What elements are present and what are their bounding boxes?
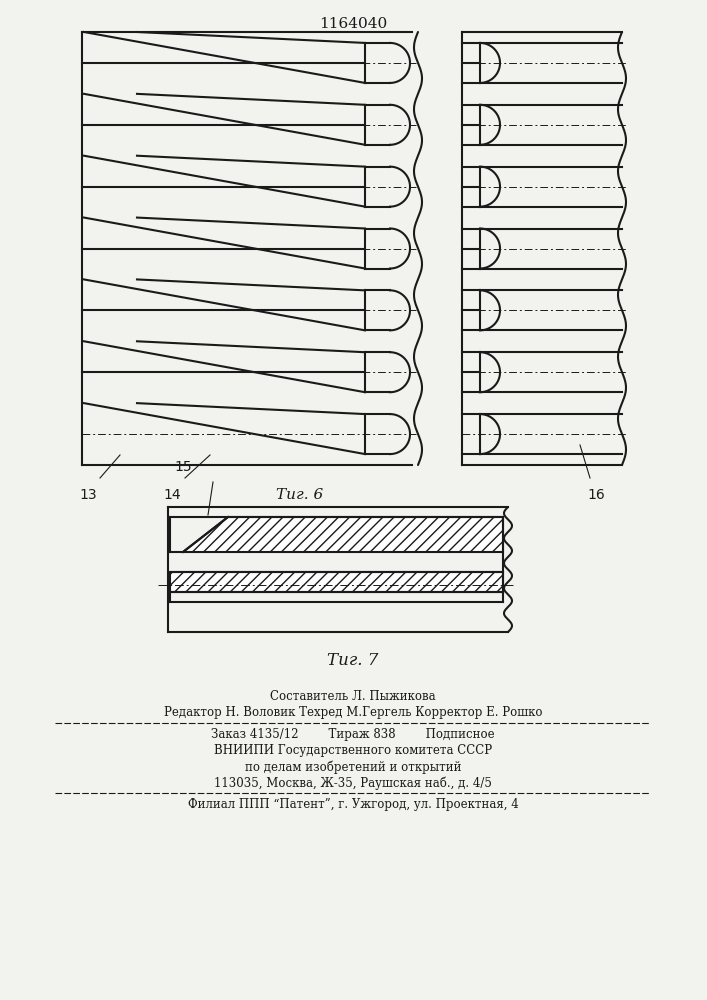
Text: Филиал ППП “Патент”, г. Ужгород, ул. Проектная, 4: Филиал ППП “Патент”, г. Ужгород, ул. Про… [187, 798, 518, 811]
Text: 113035, Москва, Ж-35, Раушская наб., д. 4/5: 113035, Москва, Ж-35, Раушская наб., д. … [214, 776, 492, 790]
Text: Составитель Л. Пыжикова: Составитель Л. Пыжикова [270, 690, 436, 703]
Text: Τиг. 7: Τиг. 7 [327, 652, 379, 669]
Text: Редактор Н. Воловик Техред М.Гергель Корректор Е. Рошко: Редактор Н. Воловик Техред М.Гергель Кор… [164, 706, 542, 719]
Text: 13: 13 [79, 488, 97, 502]
Bar [170, 572, 503, 592]
Text: 1164040: 1164040 [319, 17, 387, 31]
Text: Τиг. 6: Τиг. 6 [276, 488, 324, 502]
Polygon shape [183, 517, 503, 552]
Text: 15: 15 [174, 460, 192, 474]
Text: по делам изобретений и открытий: по делам изобретений и открытий [245, 760, 461, 774]
Text: ВНИИПИ Государственного комитета СССР: ВНИИПИ Государственного комитета СССР [214, 744, 492, 757]
Text: Заказ 4135/12        Тираж 838        Подписное: Заказ 4135/12 Тираж 838 Подписное [211, 728, 495, 741]
Text: 14: 14 [163, 488, 181, 502]
Text: 16: 16 [587, 488, 605, 502]
